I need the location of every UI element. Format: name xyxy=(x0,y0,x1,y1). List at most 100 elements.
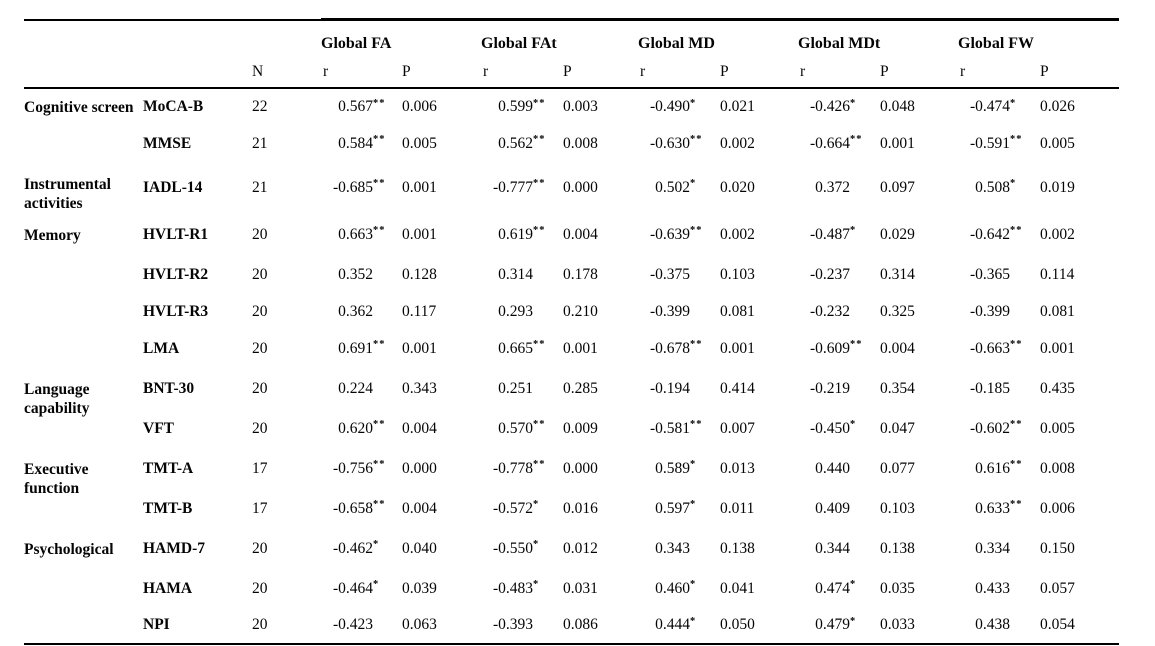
r-value-cell: 0.663** xyxy=(321,213,400,256)
r-value: -0.487 xyxy=(809,225,851,243)
p-column-header: P xyxy=(718,57,799,89)
r-value-cell: 0.352 xyxy=(321,256,400,293)
significance-stars: * xyxy=(373,579,380,591)
r-value-cell: 0.344 xyxy=(798,527,878,570)
sample-size: 17 xyxy=(252,499,268,517)
r-value-cell: 0.616** xyxy=(958,447,1038,490)
r-value-cell: -0.194 xyxy=(638,367,718,410)
p-value-cell: 0.006 xyxy=(402,98,437,115)
r-value-cell: 0.440 xyxy=(798,447,878,490)
p-value-cell: 0.435 xyxy=(1040,379,1075,397)
p-value-cell: 0.033 xyxy=(880,616,915,633)
test-name: HAMD-7 xyxy=(143,539,205,557)
test-name: NPI xyxy=(143,616,170,633)
significance-stars: ** xyxy=(533,134,546,146)
r-value-cell: -0.464* xyxy=(321,570,400,607)
p-value-cell: 0.178 xyxy=(563,265,598,283)
subheader-blank-category xyxy=(24,57,141,89)
p-value-cell: 0.004 xyxy=(880,339,915,357)
p-value-cell: 0.000 xyxy=(563,178,598,196)
sample-size: 20 xyxy=(252,616,268,633)
p-value-cell: 0.001 xyxy=(402,178,437,196)
table-row: Instrumental activities IADL-14 21 -0.685**… xyxy=(24,162,1119,213)
p-column-header: P xyxy=(878,57,959,89)
r-value-cell: -0.756** xyxy=(321,447,400,490)
r-value: 0.663 xyxy=(338,225,373,243)
r-value: -0.602 xyxy=(969,419,1011,437)
p-value-cell: 0.012 xyxy=(563,539,598,557)
r-value: 0.479 xyxy=(815,616,851,633)
metric-header-row: Global FA Global FAt Global MD Global MD… xyxy=(24,18,1120,57)
column-group-global-fat: Global FAt xyxy=(481,18,639,57)
significance-stars: * xyxy=(690,97,697,109)
p-value-cell: 0.004 xyxy=(402,419,437,437)
r-value: -0.663 xyxy=(969,339,1011,357)
r-value-cell: 0.444* xyxy=(638,607,718,644)
p-value-cell: 0.001 xyxy=(1040,339,1075,357)
significance-stars: ** xyxy=(373,459,386,471)
significance-stars: * xyxy=(850,615,857,627)
significance-stars: * xyxy=(373,539,380,551)
p-value-cell: 0.138 xyxy=(720,539,755,557)
r-value: -0.237 xyxy=(809,265,851,283)
significance-stars: * xyxy=(690,178,697,190)
p-value-cell: 0.008 xyxy=(563,134,598,152)
p-value-cell: 0.041 xyxy=(720,579,755,597)
p-value-cell: 0.001 xyxy=(563,339,598,357)
p-value-cell: 0.001 xyxy=(880,134,915,152)
r-value-cell: -0.219 xyxy=(798,367,878,410)
r-value-cell: -0.630** xyxy=(638,125,718,162)
r-value-cell: -0.602** xyxy=(958,410,1038,447)
r-value-cell: -0.487* xyxy=(798,213,878,256)
r-value: 0.665 xyxy=(498,339,533,357)
significance-stars: * xyxy=(850,97,857,109)
sample-size: 20 xyxy=(252,419,268,437)
test-name: HVLT-R3 xyxy=(143,302,209,320)
p-value-cell: 0.103 xyxy=(720,265,755,283)
r-value-cell: 0.479* xyxy=(798,607,878,644)
r-value-cell: -0.399 xyxy=(958,293,1038,330)
r-value: 0.372 xyxy=(815,178,851,196)
r-value: -0.194 xyxy=(649,379,691,397)
p-value-cell: 0.081 xyxy=(720,302,755,320)
r-value: -0.630 xyxy=(649,134,691,152)
r-value-cell: 0.562** xyxy=(481,125,561,162)
significance-stars: ** xyxy=(373,419,386,431)
significance-stars: ** xyxy=(533,178,546,190)
r-value: -0.464 xyxy=(332,579,373,597)
p-value-cell: 0.001 xyxy=(402,225,437,243)
significance-stars: ** xyxy=(373,97,386,109)
r-value: 0.567 xyxy=(338,98,373,115)
r-value-cell: -0.393 xyxy=(481,607,561,644)
p-value-cell: 0.031 xyxy=(563,579,598,597)
r-value: 0.599 xyxy=(498,98,533,115)
p-value-cell: 0.077 xyxy=(880,459,915,477)
p-value-cell: 0.117 xyxy=(402,302,437,320)
r-value-cell: -0.550* xyxy=(481,527,561,570)
r-value: -0.365 xyxy=(969,265,1011,283)
sample-size: 20 xyxy=(252,225,268,243)
r-value-cell: -0.581** xyxy=(638,410,718,447)
sample-size: 21 xyxy=(252,134,268,152)
p-value-cell: 0.343 xyxy=(402,379,437,397)
column-group-global-fw: Global FW xyxy=(958,18,1120,57)
category-label: Memory xyxy=(24,227,81,244)
test-name: TMT-A xyxy=(143,459,194,477)
p-value-cell: 0.002 xyxy=(720,225,755,243)
p-value-cell: 0.002 xyxy=(1040,225,1075,243)
r-value-cell: -0.639** xyxy=(638,213,718,256)
significance-stars: ** xyxy=(373,134,386,146)
r-value-cell: 0.597* xyxy=(638,490,718,527)
sample-size: 20 xyxy=(252,302,268,320)
r-value: -0.232 xyxy=(809,302,851,320)
r-value: -0.393 xyxy=(492,616,533,633)
r-value: 0.251 xyxy=(498,379,533,397)
significance-stars: * xyxy=(690,499,697,511)
r-value-cell: -0.609** xyxy=(798,330,878,367)
r-value: -0.219 xyxy=(809,379,851,397)
table-row: Memory HVLT-R1 20 0.663** 0.001 0.619** 0.004-… xyxy=(24,213,1119,256)
r-value-cell: 0.589* xyxy=(638,447,718,490)
table-row: HVLT-R3 20 0.362 0.117 0.293 0.210 -0.399 0.081… xyxy=(24,293,1119,330)
significance-stars: ** xyxy=(533,419,546,431)
test-name: TMT-B xyxy=(143,499,193,517)
